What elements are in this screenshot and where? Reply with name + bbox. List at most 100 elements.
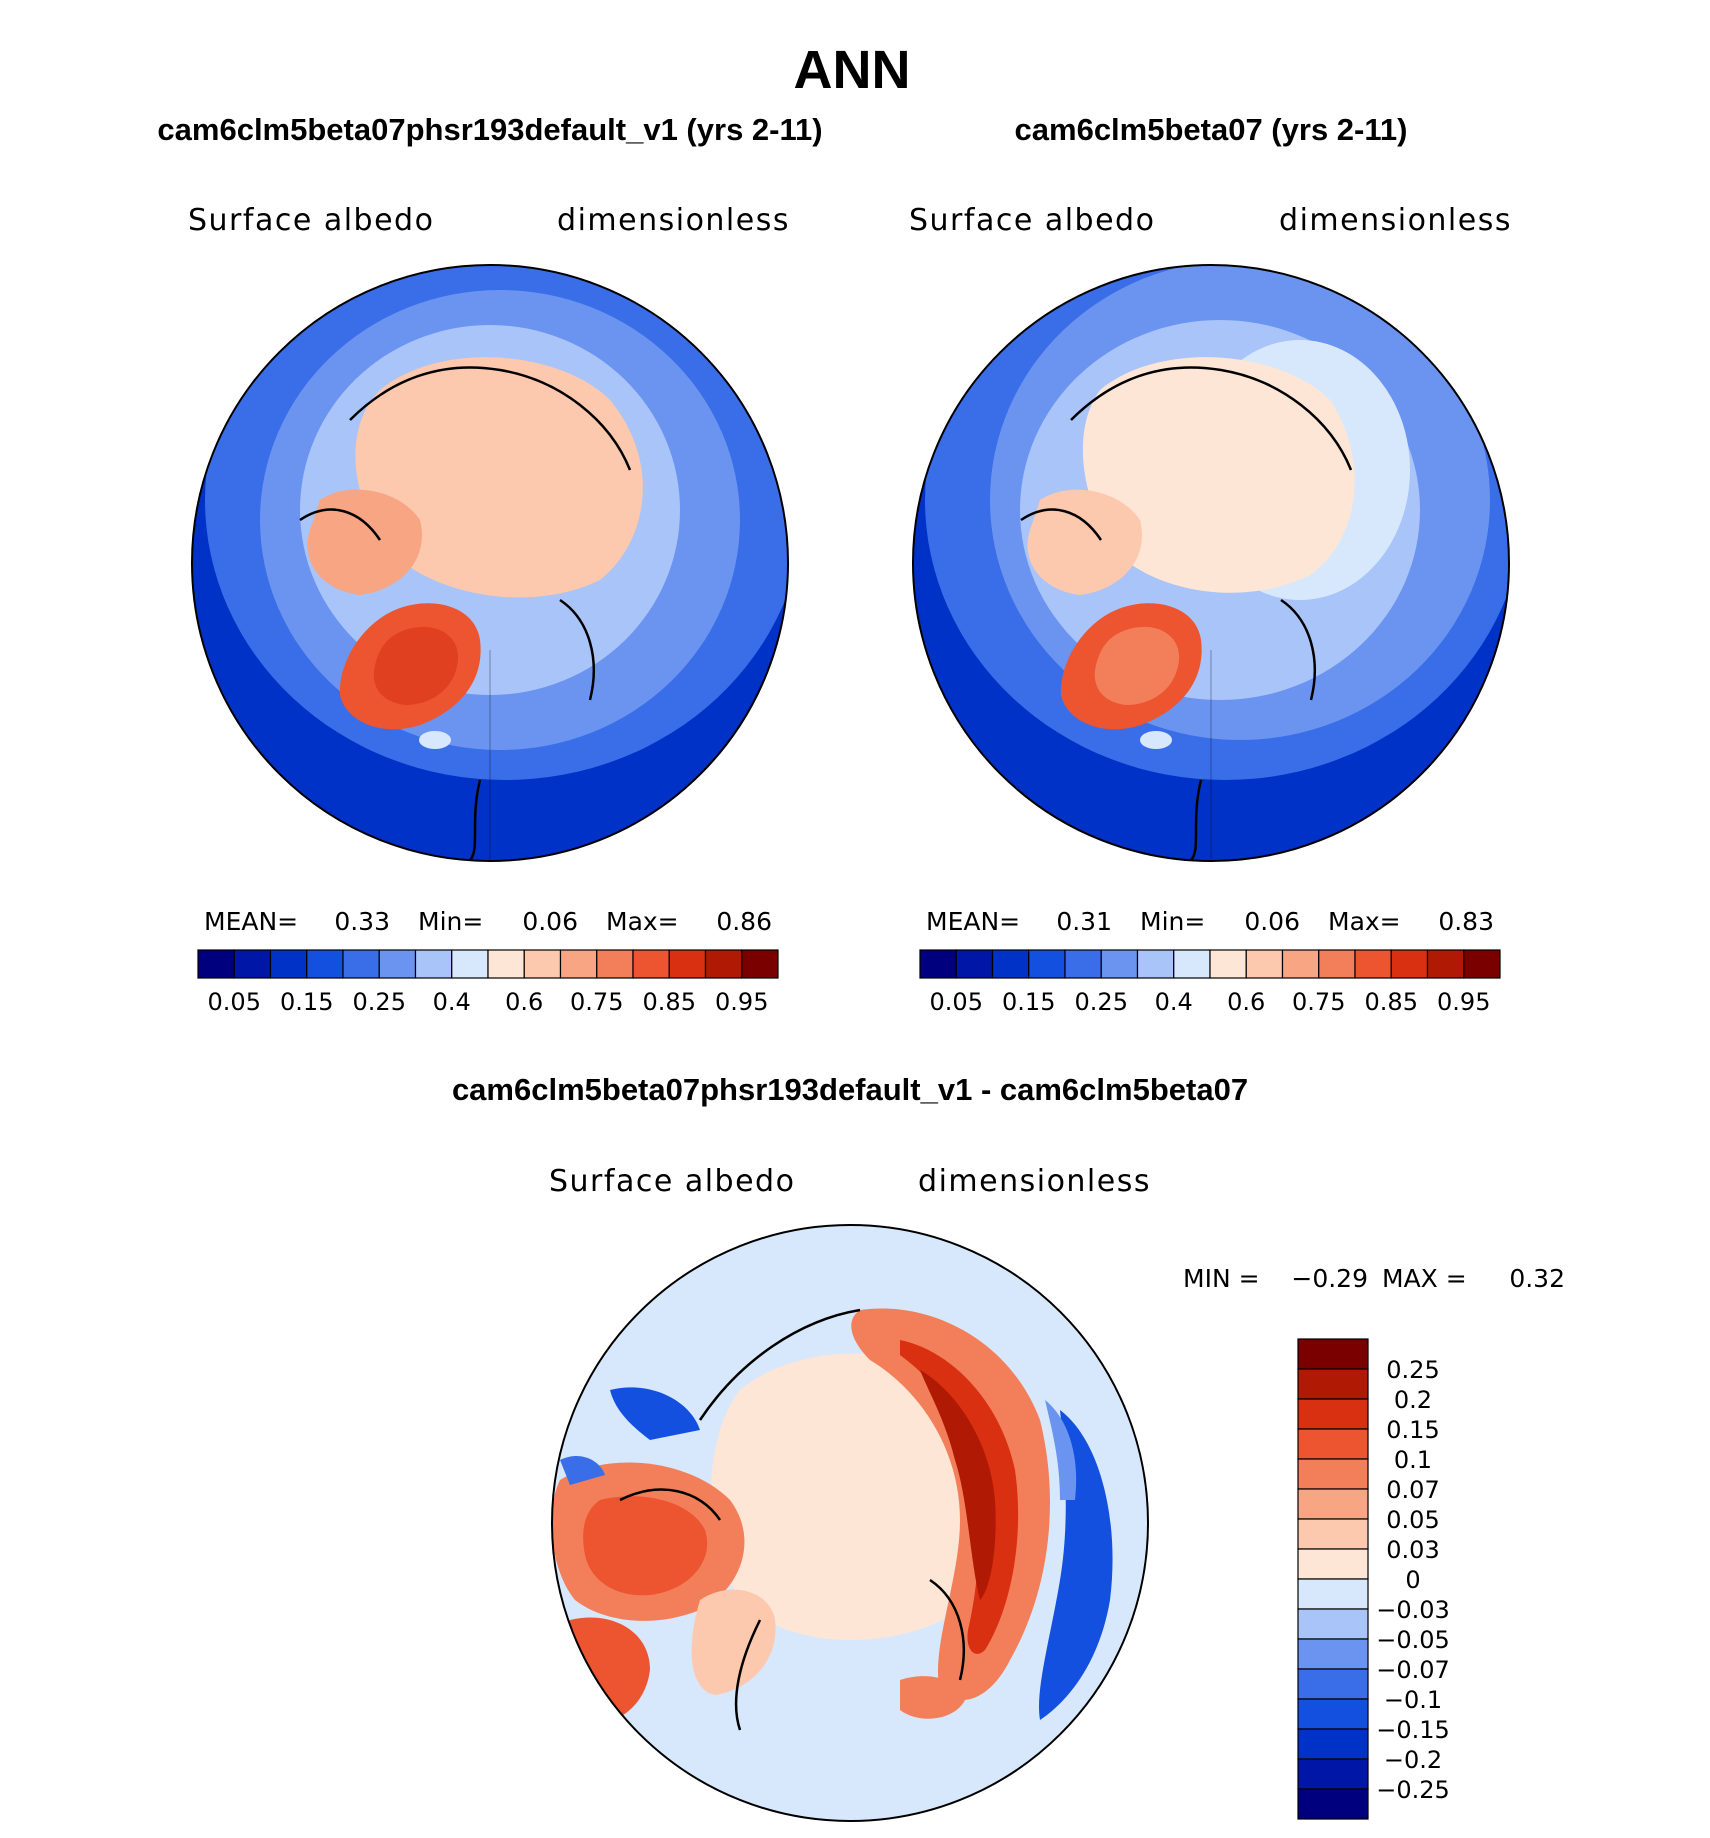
panel-difference-colorbar-ticks: 0.250.20.150.10.070.050.030−0.03−0.05−0.…: [1376, 1356, 1450, 1804]
colorbar-tick-label: −0.2: [1384, 1746, 1442, 1774]
colorbar-swatch: [1297, 1458, 1369, 1490]
colorbar-swatch: [306, 949, 344, 979]
stat-max-label: Max=: [606, 907, 679, 936]
panel-difference-title: cam6clm5beta07phsr193default_v1 - cam6cl…: [452, 1072, 1248, 1107]
stat-max-value: 0.86: [716, 907, 772, 936]
colorbar-tick-label: −0.1: [1384, 1686, 1442, 1714]
panel-model-map: [192, 265, 788, 861]
colorbar-swatch: [378, 949, 417, 979]
stat-max-value: 0.83: [1438, 907, 1494, 936]
stat-max-label: MAX =: [1382, 1264, 1467, 1293]
colorbar-swatch: [1297, 1728, 1369, 1760]
colorbar-swatch: [1297, 1608, 1369, 1640]
panel-difference-variable: Surface albedo: [549, 1164, 795, 1199]
colorbar-tick-label: 0.05: [208, 988, 261, 1016]
colorbar-swatch: [955, 949, 994, 979]
coastline: [1020, 366, 1353, 861]
colorbar-swatch: [991, 949, 1030, 979]
map-boundary: [551, 1224, 1149, 1822]
colorbar-swatch: [632, 949, 670, 979]
colorbar-swatch: [487, 949, 525, 979]
colorbar-swatch: [1297, 1638, 1369, 1670]
panel-difference-units: dimensionless: [918, 1164, 1151, 1199]
colorbar-swatch: [1297, 1338, 1369, 1370]
stat-min-value: 0.06: [1244, 907, 1300, 936]
colorbar-tick-label: −0.03: [1376, 1596, 1450, 1624]
panel-control-variable: Surface albedo: [909, 203, 1155, 238]
panel-control-map: [913, 265, 1509, 861]
canada-negative: [610, 1387, 700, 1440]
colorbar-swatch: [919, 949, 957, 979]
colorbar-swatch: [1297, 1518, 1369, 1550]
canada-strong: [583, 1496, 708, 1596]
map-boundary: [191, 264, 789, 862]
page-title: ANN: [794, 40, 911, 100]
colorbar-tick-label: 0.2: [1394, 1386, 1432, 1414]
stat-min-value: 0.06: [522, 907, 578, 936]
colorbar-swatch: [269, 949, 308, 979]
stat-min-label: MIN =: [1183, 1264, 1260, 1293]
colorbar-tick-label: 0.4: [1155, 988, 1193, 1016]
stat-max-label: Max=: [1328, 907, 1401, 936]
scandinavia-positive: [900, 1676, 965, 1719]
colorbar-tick-label: 0.07: [1386, 1476, 1439, 1504]
colorbar-swatch: [1028, 949, 1066, 979]
colorbar-tick-label: 0.25: [1075, 988, 1128, 1016]
colorbar-tick-label: −0.15: [1376, 1716, 1450, 1744]
stat-min-label: Min=: [418, 907, 483, 936]
colorbar-swatch: [559, 949, 598, 979]
colorbar-tick-label: 0.75: [1292, 988, 1345, 1016]
sea-ice-inner: [400, 401, 596, 566]
panel-model-variable: Surface albedo: [188, 203, 434, 238]
stat-mean-value: 0.31: [1056, 907, 1112, 936]
colorbar-swatch: [704, 949, 743, 979]
panel-control: cam6clm5beta07 (yrs 2-11) Surface albedo…: [909, 112, 1511, 1016]
eurasia-negative: [1039, 1410, 1113, 1720]
archipelago-ice: [307, 489, 422, 595]
panel-control-colorbar-ticks: 0.05 0.15 0.25 0.4 0.6 0.75 0.85 0.95: [930, 988, 1491, 1016]
colorbar-swatch: [1390, 949, 1429, 979]
stat-mean-label: MEAN=: [926, 907, 1020, 936]
colorbar-tick-label: 0.95: [1437, 988, 1490, 1016]
stat-min-value: −0.29: [1291, 1264, 1368, 1293]
colorbar-swatch: [1297, 1578, 1369, 1610]
panel-model-units: dimensionless: [557, 203, 790, 238]
panel-model-title: cam6clm5beta07phsr193default_v1 (yrs 2-1…: [157, 112, 822, 147]
colorbar-tick-label: 0.85: [1365, 988, 1418, 1016]
colorbar-tick-label: 0.95: [715, 988, 768, 1016]
colorbar-tick-label: −0.05: [1376, 1626, 1450, 1654]
colorbar-tick-label: 0.75: [570, 988, 623, 1016]
colorbar-swatch: [596, 949, 634, 979]
colorbar-tick-label: 0: [1405, 1566, 1420, 1594]
archipelago-ice: [1027, 489, 1142, 595]
panel-model-colorbar: [197, 949, 779, 979]
colorbar-tick-label: 0.1: [1394, 1446, 1432, 1474]
colorbar-tick-label: −0.07: [1376, 1656, 1450, 1684]
colorbar-swatch: [1297, 1368, 1369, 1400]
colorbar-swatch: [1297, 1758, 1369, 1790]
colorbar-swatch: [1297, 1548, 1369, 1580]
colorbar-swatch: [1463, 949, 1501, 979]
colorbar-swatch: [1297, 1398, 1369, 1430]
colorbar-tick-label: 0.25: [1386, 1356, 1439, 1384]
stat-min-label: Min=: [1140, 907, 1205, 936]
colorbar-swatch: [1245, 949, 1284, 979]
colorbar-tick-label: 0.15: [1386, 1416, 1439, 1444]
colorbar-swatch: [741, 949, 779, 979]
colorbar-tick-label: 0.05: [930, 988, 983, 1016]
sea-ice-field: [1082, 357, 1355, 593]
colorbar-swatch: [668, 949, 707, 979]
colorbar-swatch: [1209, 949, 1247, 979]
stat-max-value: 0.32: [1509, 1264, 1565, 1293]
colorbar-swatch: [1173, 949, 1211, 979]
colorbar-swatch: [451, 949, 489, 979]
stat-mean-value: 0.33: [334, 907, 390, 936]
alaska-negative: [560, 1455, 605, 1485]
colorbar-swatch: [233, 949, 272, 979]
colorbar-swatch: [414, 949, 453, 979]
map-boundary: [912, 264, 1510, 862]
colorbar-swatch: [523, 949, 562, 979]
greenland-core: [373, 626, 459, 705]
colorbar-swatch: [1136, 949, 1175, 979]
greenland-core: [1094, 626, 1180, 705]
